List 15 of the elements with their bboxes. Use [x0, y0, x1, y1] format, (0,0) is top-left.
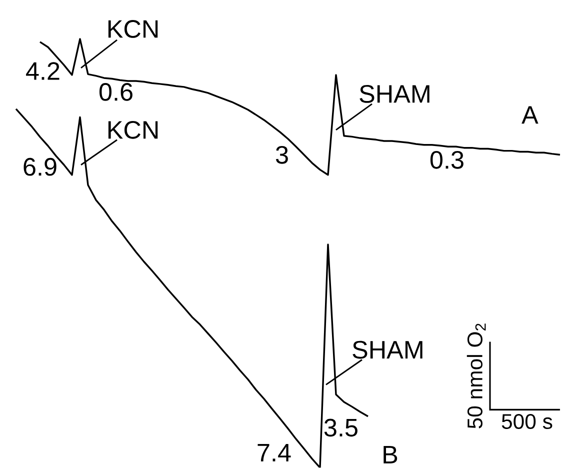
- annotation: 4.2: [26, 62, 60, 80]
- annotation: SHAM: [360, 85, 430, 104]
- text: 500 s: [502, 414, 552, 430]
- annotation: 3: [276, 146, 288, 164]
- annotation: 0.6: [99, 83, 132, 102]
- annotation: 3.5: [324, 418, 358, 437]
- text: B: [384, 446, 398, 464]
- annotation: 7.4: [258, 444, 291, 462]
- annotation: 6.9: [24, 158, 56, 176]
- annotation: 0.3: [430, 151, 464, 169]
- annotation: A: [522, 106, 538, 124]
- text: KCN: [108, 20, 158, 38]
- annotation: KCN: [108, 121, 158, 140]
- annotation: SHAM: [352, 340, 422, 359]
- text: 50 nmol O$_{2}$: [466, 324, 486, 428]
